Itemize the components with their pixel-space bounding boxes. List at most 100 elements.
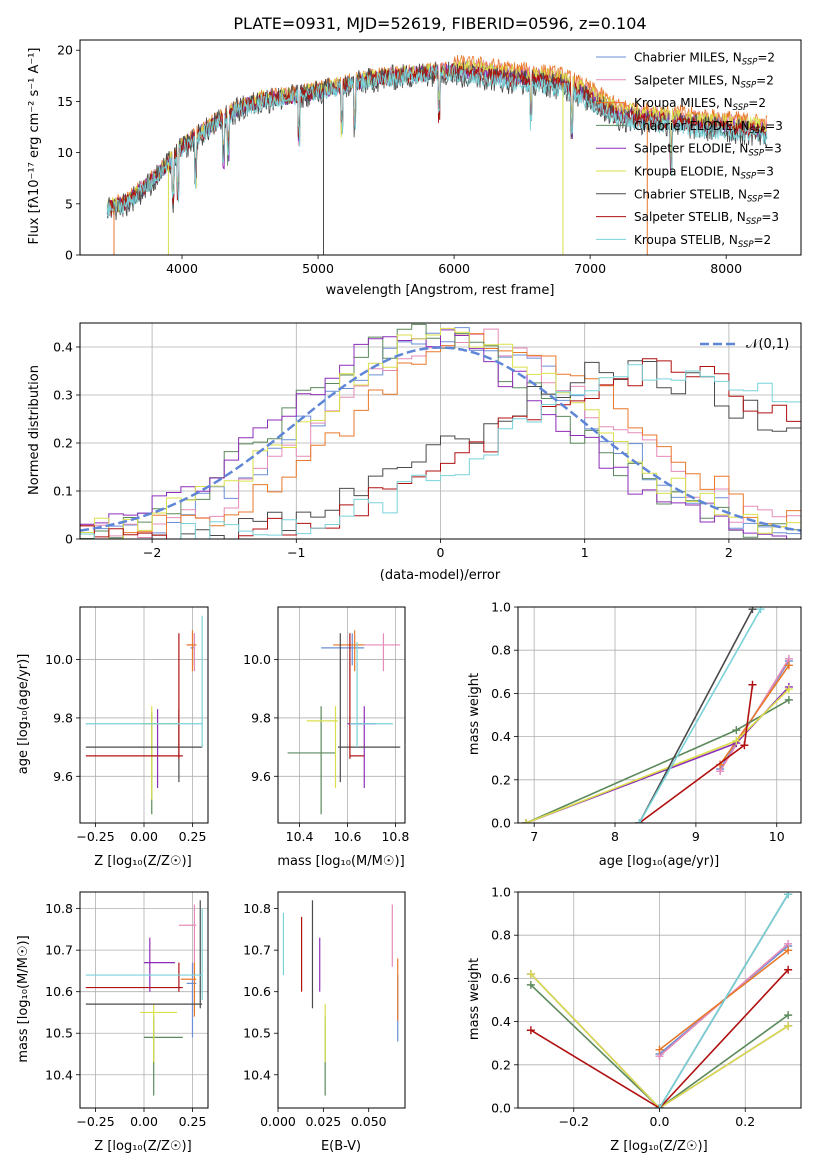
mass-ebv-xlabel: E(B-V) [321, 1139, 361, 1154]
weight-marker [655, 1104, 664, 1108]
y-tick-label: 1.0 [491, 885, 511, 900]
weight-marker [732, 726, 741, 735]
axes-frame [277, 891, 406, 1109]
weight-marker [784, 685, 793, 694]
age-z-xlabel: Z [log₁₀(Z/Z☉)] [94, 854, 191, 869]
weight-age-xlabel: age [log₁₀(age/yr)] [599, 854, 720, 869]
weight-marker [732, 736, 741, 745]
weight-line [530, 984, 789, 1108]
plot-area [85, 900, 203, 1096]
x-tick-label: 0 [437, 545, 445, 560]
y-tick-label: 10.5 [243, 1026, 271, 1041]
legend-entry: Salpeter ELODIE, NSSP=3 [634, 142, 782, 159]
weight-vs-age-panel: 7 8 9 10 0.0 0.2 0.4 0.6 0.8 1.0 [491, 600, 802, 844]
spectrum-legend: Chabrier MILES, NSSP=2 Salpeter MILES, NS… [596, 51, 783, 250]
x-tick-label: 7 [530, 829, 538, 844]
x-tick-label: 6000 [438, 261, 470, 276]
x-tick-label: 0.000 [260, 1114, 296, 1129]
y-tick-label: 0.8 [491, 643, 511, 658]
y-tick-label: 0.0 [491, 816, 511, 831]
residual-histogram [80, 329, 801, 539]
y-tick-label: 10.7 [243, 943, 271, 958]
x-tick-label: 5000 [302, 261, 334, 276]
legend-entry: Salpeter MILES, NSSP=2 [634, 73, 774, 90]
axes-frame [79, 891, 209, 1109]
y-tick-label: 10.4 [243, 1067, 271, 1082]
y-tick-label: 1.0 [491, 600, 511, 615]
legend-entry: Kroupa ELODIE, NSSP=3 [634, 165, 774, 182]
residual-histogram [80, 327, 801, 539]
plot-area [522, 607, 793, 823]
y-tick-label: 0.4 [491, 729, 511, 744]
residual-xlabel: (data-model)/error [380, 568, 501, 583]
x-tick-label: −0.25 [76, 829, 114, 844]
weight-marker [784, 892, 793, 899]
axes-frame [517, 891, 802, 1109]
x-tick-label: 0.2 [735, 1114, 755, 1129]
age-vs-z-panel: −0.25 0.00 0.25 9.6 9.8 10.0 [45, 606, 209, 844]
y-tick-label: 10.4 [45, 1067, 73, 1082]
x-tick-label: 8000 [710, 261, 742, 276]
y-tick-label: 10.6 [45, 984, 73, 999]
weight-vs-z-panel: −0.2 0.0 0.2 0.0 0.2 0.4 0.6 0.8 1.0 [491, 885, 802, 1129]
x-tick-label: −0.25 [76, 1114, 114, 1129]
weight-marker [784, 1021, 793, 1030]
weight-line [638, 608, 754, 823]
weight-marker [748, 680, 757, 689]
weight-marker [784, 695, 793, 704]
x-tick-label: 1 [581, 545, 589, 560]
plot-area [80, 323, 801, 539]
y-tick-label: 10.5 [45, 1026, 73, 1041]
spectrum-panel: 4000 5000 6000 7000 8000 0 5 10 15 20 Chabrier MIL… [57, 39, 802, 276]
weight-marker [655, 1045, 664, 1054]
age-mass-xlabel: mass [log₁₀(M/M☉)] [277, 854, 404, 869]
residual-histogram [80, 333, 801, 539]
plot-area [85, 615, 203, 815]
legend-entry: Chabrier MILES, NSSP=2 [634, 51, 775, 68]
x-tick-label: 4000 [166, 261, 198, 276]
x-tick-label: 2 [725, 545, 733, 560]
mass-z-ylabel: mass [log₁₀(M/M☉)] [16, 935, 31, 1062]
weight-line [719, 664, 790, 766]
y-tick-label: 0 [65, 248, 73, 263]
weight-line [530, 969, 789, 1108]
y-tick-label: 10.0 [243, 652, 271, 667]
y-tick-label: 10 [57, 145, 73, 160]
y-tick-label: 0.4 [491, 1014, 511, 1029]
weight-marker [784, 661, 793, 670]
weight-marker [526, 980, 535, 989]
legend-entry: Chabrier STELIB, NSSP=2 [634, 187, 780, 204]
x-tick-label: 10.6 [334, 829, 362, 844]
weight-line [658, 893, 789, 1108]
weight-z-ylabel: mass weight [467, 958, 482, 1040]
weight-line [530, 973, 789, 1108]
weight-line [525, 699, 790, 823]
y-tick-label: 10.6 [243, 984, 271, 999]
age-vs-mass-panel: 10.4 10.6 10.8 9.6 9.8 10.0 [243, 606, 409, 844]
y-tick-label: 0.1 [53, 484, 73, 499]
residual-histogram [80, 364, 801, 539]
x-tick-label: −2 [143, 545, 161, 560]
y-tick-label: 10.7 [45, 943, 73, 958]
legend-entry: Kroupa MILES, NSSP=2 [634, 96, 766, 113]
x-tick-label: 0.00 [130, 1114, 158, 1129]
x-tick-label: 0.050 [351, 1114, 387, 1129]
age-z-ylabel: age [log₁₀(age/yr)] [16, 654, 31, 775]
x-tick-label: 8 [611, 829, 619, 844]
y-tick-label: 0.2 [53, 436, 73, 451]
weight-marker [784, 1011, 793, 1020]
weight-line [638, 608, 762, 823]
y-tick-label: 0.6 [491, 686, 511, 701]
x-tick-label: 7000 [574, 261, 606, 276]
normal-curve [80, 346, 801, 532]
axes-frame [79, 606, 209, 824]
x-tick-label: 0.25 [179, 829, 207, 844]
y-tick-label: 9.6 [251, 769, 271, 784]
legend-entry: Kroupa STELIB, NSSP=2 [634, 233, 771, 250]
residual-ylabel: Normed distribution [27, 365, 42, 495]
weight-marker [635, 819, 644, 823]
y-tick-label: 5 [65, 196, 73, 211]
plot-area [287, 630, 401, 815]
y-tick-label: 10.0 [45, 652, 73, 667]
weight-marker [526, 970, 535, 979]
